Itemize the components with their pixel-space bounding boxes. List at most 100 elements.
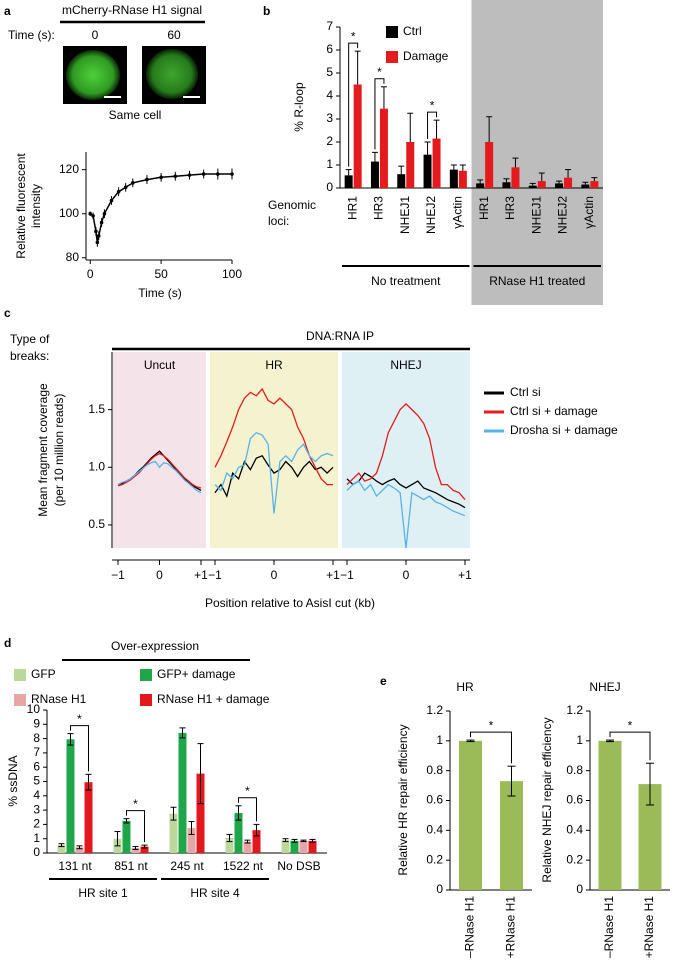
x-tick-label: −1 bbox=[111, 568, 125, 582]
legend-label: GFP+ damage bbox=[157, 667, 236, 681]
x-tick-label: NHEJ1 bbox=[398, 196, 412, 234]
bar bbox=[131, 847, 140, 853]
significance-label: * bbox=[489, 718, 494, 732]
panel-title: Uncut bbox=[144, 358, 176, 372]
x-tick-label: –RNase H1 bbox=[602, 896, 616, 958]
y-tick-label: 0.2 bbox=[426, 852, 443, 866]
y-tick-label: 3 bbox=[33, 802, 40, 816]
line-series bbox=[346, 402, 466, 501]
group-label: No treatment bbox=[371, 274, 441, 288]
time-value: 0 bbox=[92, 28, 99, 42]
y-tick-label: 120 bbox=[59, 162, 79, 176]
y-tick-label: 1.2 bbox=[566, 703, 583, 717]
panel-label: e bbox=[380, 674, 387, 688]
bar bbox=[502, 182, 511, 188]
bar bbox=[459, 740, 482, 890]
x-tick-label: HR3 bbox=[503, 196, 517, 220]
chart-title: DNA:RNA IP bbox=[306, 329, 374, 343]
legend-swatch bbox=[14, 669, 26, 681]
y-tick-label: 0.8 bbox=[566, 763, 583, 777]
x-tick-label: 851 nt bbox=[114, 859, 148, 873]
y-tick-label: 100 bbox=[59, 206, 79, 220]
line-series bbox=[214, 431, 334, 514]
panel-background bbox=[113, 352, 206, 548]
significance-bracket bbox=[427, 111, 438, 139]
bar bbox=[353, 84, 362, 188]
bar bbox=[299, 840, 308, 853]
x-tick-label: +RNase H1 bbox=[504, 896, 518, 959]
y-tick-label: 1 bbox=[33, 831, 40, 845]
y-tick-label: 10 bbox=[27, 702, 41, 716]
bar bbox=[638, 784, 662, 890]
header-title: Over-expression bbox=[111, 639, 199, 653]
x-tick-label: γActin bbox=[582, 196, 596, 229]
y-tick-label: 2 bbox=[33, 817, 40, 831]
significance-bracket bbox=[374, 78, 385, 150]
bar bbox=[122, 820, 131, 853]
bar bbox=[234, 812, 243, 853]
significance-label: * bbox=[430, 98, 435, 112]
panel-label: a bbox=[4, 4, 11, 18]
y-tick-label: 8 bbox=[33, 731, 40, 745]
significance-label: * bbox=[351, 29, 356, 43]
x-tick-label: NHEJ1 bbox=[529, 196, 543, 234]
bar bbox=[370, 161, 379, 188]
legend-label: Ctrl bbox=[403, 24, 422, 38]
panel-background bbox=[342, 352, 470, 548]
panel-title: HR bbox=[265, 358, 283, 372]
bar bbox=[308, 840, 317, 853]
line-series bbox=[346, 472, 466, 509]
x-tick-label: 131 nt bbox=[58, 859, 92, 873]
y-tick-label: 5 bbox=[33, 774, 40, 788]
line-series bbox=[117, 460, 202, 494]
y-tick-label: 1 bbox=[576, 733, 583, 747]
x-tick-label: γActin bbox=[451, 196, 465, 229]
x-tick-label: 100 bbox=[222, 267, 242, 281]
bar bbox=[458, 170, 467, 188]
bar bbox=[432, 138, 441, 188]
bar bbox=[423, 154, 432, 188]
panel-background bbox=[210, 352, 338, 548]
y-axis-label: Mean fragment coverage bbox=[36, 383, 50, 517]
bar bbox=[140, 846, 149, 853]
y-tick-label: 1.5 bbox=[88, 402, 105, 416]
y-tick-label: 4 bbox=[326, 88, 333, 102]
legend-label: Ctrl si bbox=[510, 385, 541, 399]
x-tick-label: −1 bbox=[340, 568, 354, 582]
group-label: RNase H1 treated bbox=[489, 274, 585, 288]
bar bbox=[590, 181, 599, 188]
legend-label: RNase H1 + damage bbox=[157, 692, 270, 706]
significance-label: * bbox=[133, 797, 138, 811]
y-tick-label: 5 bbox=[326, 65, 333, 79]
bar bbox=[564, 177, 573, 188]
significance-label: * bbox=[628, 718, 633, 732]
y-tick-label: 80 bbox=[66, 250, 80, 264]
row-label: Type of bbox=[10, 332, 50, 346]
x-tick-label: 0 bbox=[271, 568, 278, 582]
y-tick-label: 0.6 bbox=[566, 793, 583, 807]
y-tick-label: 1 bbox=[436, 733, 443, 747]
y-tick-label: 9 bbox=[33, 716, 40, 730]
y-axis-label: Relative HR repair efficiency bbox=[396, 724, 410, 875]
bar bbox=[84, 782, 93, 853]
bar bbox=[528, 185, 537, 188]
bar bbox=[252, 830, 261, 853]
significance-label: * bbox=[377, 65, 382, 79]
bar bbox=[397, 174, 406, 188]
legend-label: Ctrl si + damage bbox=[510, 404, 598, 418]
x-tick-label: 245 nt bbox=[170, 859, 204, 873]
bar bbox=[449, 169, 458, 188]
bar bbox=[511, 167, 520, 188]
y-tick-label: 3 bbox=[326, 111, 333, 125]
y-tick-label: 0.5 bbox=[88, 517, 105, 531]
y-tick-label: 2 bbox=[326, 134, 333, 148]
bar bbox=[57, 845, 66, 853]
y-tick-label: 1 bbox=[326, 157, 333, 171]
x-tick-label: NHEJ2 bbox=[556, 196, 570, 234]
significance-bracket bbox=[609, 731, 651, 761]
legend-swatch bbox=[14, 694, 26, 706]
bar bbox=[225, 837, 234, 853]
x-tick-label: +1 bbox=[458, 568, 472, 582]
legend-swatch bbox=[140, 694, 152, 706]
